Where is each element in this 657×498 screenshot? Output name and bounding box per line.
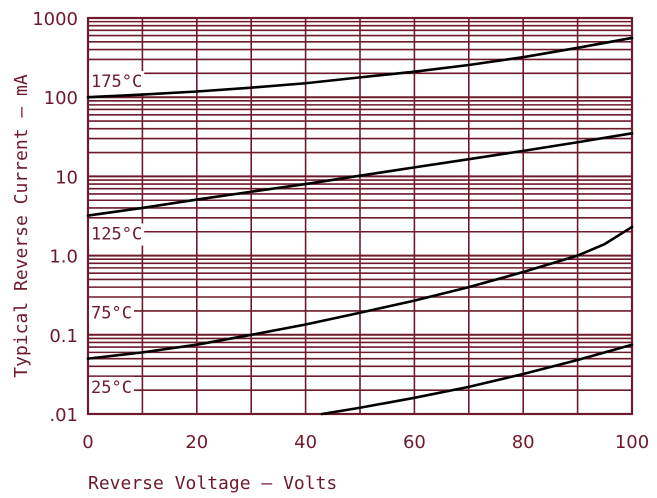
series-label-175c: 175°C xyxy=(91,72,142,92)
series-label-group-175c: 175°C xyxy=(89,71,145,94)
series-label-125c: 125°C xyxy=(91,225,142,245)
y-axis-title: Typical Reverse Current – mA xyxy=(11,74,32,378)
y-tick-label: 0.1 xyxy=(49,326,78,347)
series-labels: 175°C 125°C 75°C 25°C xyxy=(89,71,145,399)
series-label-25c: 25°C xyxy=(91,378,132,398)
x-tick-label: 60 xyxy=(403,432,426,453)
y-tick-label: 100 xyxy=(44,88,78,109)
x-tick-label: 80 xyxy=(512,432,535,453)
series-line-25c xyxy=(320,343,634,416)
series-label-background xyxy=(89,376,134,399)
series-label-group-75c: 75°C xyxy=(89,302,134,325)
y-tick-label: 1.0 xyxy=(49,247,78,268)
series-line-125c xyxy=(86,132,634,217)
series-label-group-25c: 25°C xyxy=(89,376,134,399)
series-label-background xyxy=(89,223,145,246)
y-tick-label: 1000 xyxy=(32,9,78,30)
x-tick-label: 40 xyxy=(294,432,317,453)
x-tick-label: 100 xyxy=(615,432,649,453)
series-label-group-125c: 125°C xyxy=(89,223,145,246)
y-tick-label: 10 xyxy=(55,167,78,188)
x-tick-label: 0 xyxy=(82,432,93,453)
x-axis-title: Reverse Voltage — Volts xyxy=(88,473,337,494)
series-line-75c xyxy=(86,225,634,360)
series-label-background xyxy=(89,71,145,94)
y-tick-labels: .01 0.1 1.0 10 100 1000 xyxy=(32,9,78,426)
series-line-175c xyxy=(86,36,634,99)
series-lines xyxy=(86,36,634,416)
x-tick-label: 20 xyxy=(185,432,208,453)
series-label-background xyxy=(89,302,134,325)
x-tick-labels: 0 20 40 60 80 100 xyxy=(82,432,649,453)
y-tick-label: .01 xyxy=(49,405,78,426)
series-label-75c: 75°C xyxy=(91,304,132,324)
